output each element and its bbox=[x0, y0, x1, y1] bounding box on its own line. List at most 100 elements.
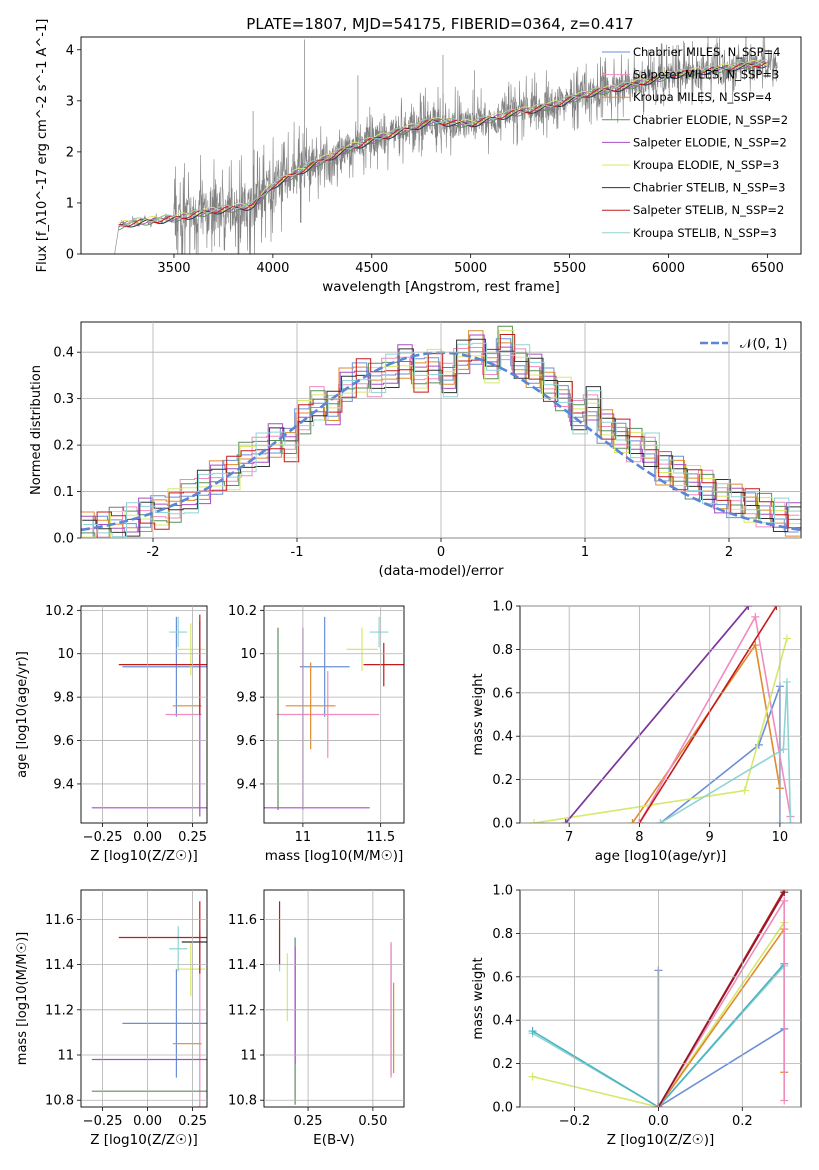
mass-weight-line bbox=[657, 926, 785, 1107]
y-tick-label: 11 bbox=[240, 1049, 257, 1064]
x-tick-label: 2 bbox=[725, 545, 733, 560]
x-axis-label: age [log10(age/yr)] bbox=[595, 848, 727, 864]
x-tick-label: −0.2 bbox=[559, 1114, 591, 1129]
y-axis-label: Normed distribution bbox=[29, 365, 44, 495]
y-axis-label: mass weight bbox=[471, 957, 486, 1039]
y-tick-label: 11.4 bbox=[228, 958, 257, 973]
x-tick-label: 5000 bbox=[454, 261, 487, 276]
y-tick-label: 9.8 bbox=[53, 691, 74, 706]
y-tick-label: 10.2 bbox=[45, 604, 74, 619]
mass-weight-marker bbox=[780, 890, 789, 897]
mass-weight-marker bbox=[628, 819, 637, 823]
x-tick-label: 0.2 bbox=[732, 1114, 753, 1129]
legend-entry: Chabrier MILES, N_SSP=4 bbox=[633, 45, 780, 59]
legend-entry: Kroupa STELIB, N_SSP=3 bbox=[633, 226, 777, 240]
y-axis-label: mass weight bbox=[471, 673, 486, 755]
y-tick-label: 11.2 bbox=[228, 1003, 257, 1018]
model-line bbox=[118, 58, 767, 227]
axes-frame bbox=[80, 889, 208, 1108]
axes-frame bbox=[80, 605, 208, 824]
axes-frame bbox=[263, 889, 405, 1108]
x-axis-label: Z [log10(Z/Z☉)] bbox=[90, 848, 198, 864]
mass-weight-marker bbox=[561, 819, 570, 823]
legend-entry: Salpeter STELIB, N_SSP=2 bbox=[633, 203, 784, 217]
legend-entry: Chabrier ELODIE, N_SSP=2 bbox=[633, 113, 788, 127]
histogram-step bbox=[81, 338, 799, 538]
mass-weight-marker bbox=[751, 612, 760, 621]
mass-weight-marker bbox=[528, 1072, 537, 1081]
residuals-panel: -2 -1 0 1 2 0.0 0.1 0.2 0.3 0.4 (data-model)/error… bbox=[29, 321, 802, 579]
x-axis-label: (data-model)/error bbox=[378, 563, 504, 579]
y-tick-label: 0.6 bbox=[492, 686, 513, 701]
x-axis-label: Z [log10(Z/Z☉)] bbox=[90, 1132, 198, 1148]
y-tick-label: 0 bbox=[66, 248, 74, 263]
legend-entry: Kroupa MILES, N_SSP=4 bbox=[633, 90, 772, 104]
x-tick-label: 0.25 bbox=[178, 830, 207, 845]
mass-weight-line bbox=[657, 891, 785, 1107]
mass-weight-marker bbox=[530, 819, 539, 823]
y-tick-label: 4 bbox=[66, 43, 74, 58]
x-tick-label: 11 bbox=[295, 830, 312, 845]
y-tick-label: 10.8 bbox=[228, 1094, 257, 1109]
x-tick-label: 0.00 bbox=[133, 830, 162, 845]
x-tick-label: 7 bbox=[565, 830, 573, 845]
axes-frame bbox=[519, 889, 802, 1108]
mass-weight-marker bbox=[656, 819, 665, 823]
mass-vs-EBV-panel: 0.25 0.50 10.8 11 11.2 11.4 11.6 E(B-V) bbox=[228, 889, 405, 1148]
y-tick-label: 0.3 bbox=[53, 392, 74, 407]
y-tick-label: 9.8 bbox=[236, 691, 257, 706]
x-tick-label: 9 bbox=[706, 830, 714, 845]
x-tick-label: 6000 bbox=[652, 261, 685, 276]
x-tick-label: 1 bbox=[581, 545, 589, 560]
y-tick-label: 11.2 bbox=[45, 1003, 74, 1018]
x-axis-label: Z [log10(Z/Z☉)] bbox=[607, 1132, 715, 1148]
x-tick-label: -1 bbox=[291, 545, 304, 560]
y-tick-label: 0.2 bbox=[53, 439, 74, 454]
y-tick-label: 0.0 bbox=[53, 532, 74, 547]
mass-weight-marker bbox=[780, 1096, 789, 1105]
y-tick-label: 0.0 bbox=[492, 1101, 513, 1116]
y-axis-label: Flux [f_λ10^-17 erg cm^-2 s^-1 A^-1] bbox=[35, 19, 50, 273]
x-tick-label: 4000 bbox=[256, 261, 289, 276]
mass-weight-marker bbox=[782, 634, 791, 643]
y-tick-label: 11.6 bbox=[45, 913, 74, 928]
x-tick-label: 0.50 bbox=[358, 1114, 387, 1129]
panels: 3500 4000 4500 5000 5500 6000 6500 0 1 2 3 4 wavelen… bbox=[15, 19, 802, 1148]
mass-weight-line bbox=[660, 681, 792, 823]
y-tick-label: 0.1 bbox=[53, 485, 74, 500]
histogram-step bbox=[82, 334, 801, 538]
x-tick-label: 0.00 bbox=[133, 1114, 162, 1129]
mass-vs-Z-panel: −0.25 0.00 0.25 10.8 11 11.2 11.4 11.6 Z [log10(… bbox=[15, 889, 208, 1148]
x-tick-label: 0.25 bbox=[178, 1114, 207, 1129]
mass-weight-marker bbox=[772, 606, 781, 610]
x-tick-label: −0.25 bbox=[83, 1114, 123, 1129]
mass-weight-line bbox=[565, 606, 749, 823]
x-tick-label: 10 bbox=[772, 830, 789, 845]
y-axis-label: age [log10(age/yr)] bbox=[15, 651, 30, 778]
mass-weight-marker bbox=[780, 896, 789, 905]
mass-weight-marker bbox=[779, 745, 788, 754]
x-tick-label: 6500 bbox=[751, 261, 784, 276]
y-tick-label: 1 bbox=[66, 196, 74, 211]
legend-entry: Kroupa ELODIE, N_SSP=3 bbox=[633, 158, 779, 172]
y-tick-label: 9.4 bbox=[236, 777, 257, 792]
y-tick-label: 3 bbox=[66, 94, 74, 109]
y-tick-label: 0.8 bbox=[492, 927, 513, 942]
x-tick-label: 0 bbox=[437, 545, 445, 560]
y-tick-label: 0.4 bbox=[492, 1014, 513, 1029]
age-vs-mass-panel: 11 11.5 9.4 9.6 9.8 10 10.2 mass [log10(M/M☉)] bbox=[228, 604, 405, 864]
x-tick-label: 4500 bbox=[355, 261, 388, 276]
y-tick-label: 2 bbox=[66, 145, 74, 160]
y-axis-label: mass [log10(M/M☉)] bbox=[15, 932, 30, 1065]
histogram-step bbox=[81, 325, 801, 538]
figure-title: PLATE=1807, MJD=54175, FIBERID=0364, z=0… bbox=[246, 15, 633, 33]
mass-weight-marker bbox=[782, 677, 791, 686]
histogram-step bbox=[81, 329, 801, 538]
y-tick-label: 11 bbox=[57, 1049, 74, 1064]
y-tick-label: 0.8 bbox=[492, 643, 513, 658]
y-tick-label: 0.4 bbox=[53, 346, 74, 361]
x-tick-label: 8 bbox=[635, 830, 643, 845]
x-tick-label: 0.0 bbox=[648, 1114, 669, 1129]
y-tick-label: 10.8 bbox=[45, 1094, 74, 1109]
